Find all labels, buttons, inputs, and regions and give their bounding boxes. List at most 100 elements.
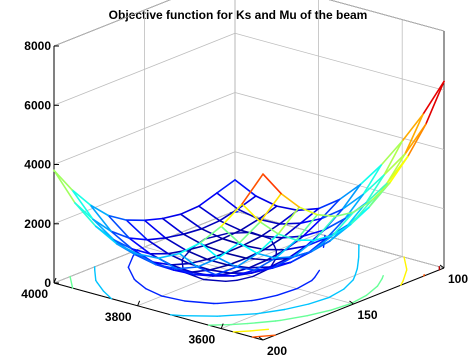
mesh-segment	[404, 113, 424, 155]
mesh-segment	[262, 173, 282, 195]
mesh-segment	[359, 164, 383, 186]
z-tick-label: 8000	[24, 39, 51, 53]
x-tick-mark	[220, 323, 224, 329]
mesh-segment	[253, 257, 277, 272]
mesh-segment	[341, 193, 365, 211]
mesh-segment	[235, 266, 256, 272]
mesh-segment	[107, 214, 130, 239]
y-tick-mark	[258, 336, 264, 341]
contour-segment	[230, 322, 249, 326]
mesh-segment	[274, 255, 295, 259]
contour-segment	[236, 275, 254, 281]
contour-segment	[402, 269, 408, 282]
mesh-segment	[131, 248, 151, 255]
mesh-segment	[323, 217, 346, 231]
z-tick-label: 6000	[24, 98, 51, 112]
mesh-segment	[221, 237, 245, 247]
mesh-segment	[313, 215, 337, 242]
mesh-segment	[310, 234, 334, 253]
mesh-segment	[235, 252, 259, 268]
mesh-segment	[161, 213, 182, 220]
mesh-segment	[164, 237, 188, 252]
mesh-segment	[110, 230, 133, 250]
y-tick-mark	[439, 264, 445, 269]
mesh-segment	[299, 217, 323, 224]
mesh-segment	[362, 174, 385, 196]
mesh-segment	[239, 218, 260, 232]
mesh-segment	[263, 237, 284, 251]
mesh-segment	[317, 198, 341, 210]
mesh-segment	[232, 269, 256, 277]
contour-segment	[161, 295, 186, 302]
mesh-segment	[401, 113, 424, 142]
contour-segment	[69, 275, 74, 289]
mesh-segment	[234, 179, 257, 197]
mesh-segment	[425, 80, 445, 125]
mesh-segment	[110, 230, 130, 239]
mesh-segment	[242, 244, 266, 251]
contour-segment	[251, 334, 276, 338]
mesh-segment	[170, 262, 190, 266]
mesh-segment	[320, 208, 344, 220]
contour-segment	[93, 269, 97, 282]
mesh-segment	[280, 192, 301, 208]
x-tick-mark	[53, 277, 57, 284]
mesh-segment	[277, 206, 301, 235]
mesh-segment	[422, 80, 445, 115]
mesh-segment	[161, 217, 185, 235]
mesh-segment	[281, 222, 302, 239]
mesh-segment	[175, 267, 196, 276]
mesh-segment	[203, 237, 224, 247]
mesh-segment	[218, 219, 242, 232]
mesh-segment	[296, 207, 320, 212]
contour-segment	[224, 279, 238, 282]
contour-segment	[296, 279, 313, 290]
mesh-segment	[220, 225, 241, 244]
mesh-segment	[237, 195, 257, 210]
mesh-segment	[220, 203, 243, 228]
contour-segment	[259, 294, 278, 300]
mesh-segment	[209, 269, 232, 275]
mesh-segment	[71, 189, 91, 206]
contour-segment	[144, 287, 163, 297]
mesh-segment	[89, 204, 112, 233]
mesh-segment	[214, 266, 238, 276]
mesh-segment	[74, 202, 97, 228]
mesh-segment	[71, 189, 94, 221]
y-tick-mark	[349, 300, 354, 305]
mesh-segment	[362, 164, 383, 196]
mesh-segment	[292, 250, 313, 258]
mesh-segment	[274, 239, 298, 259]
mesh-segment	[259, 192, 282, 223]
contour-segment	[135, 280, 147, 290]
mesh-segment	[241, 203, 262, 223]
mesh-segment	[203, 244, 227, 254]
mesh-segment	[349, 199, 373, 226]
mesh-segment	[128, 237, 149, 241]
mesh-segment	[157, 257, 178, 270]
contour-segment	[311, 276, 316, 282]
mesh-segment	[216, 179, 236, 194]
mesh-segment	[238, 221, 262, 244]
contour-segment	[127, 266, 135, 280]
mesh-segment	[253, 267, 274, 272]
grid-line-z	[234, 32, 445, 91]
contour-segment	[102, 290, 113, 300]
y-tick-label: 150	[358, 308, 378, 322]
mesh-segment	[179, 213, 203, 230]
mesh-segment	[209, 264, 229, 271]
mesh-segment	[217, 242, 241, 259]
contour-segment	[400, 280, 404, 286]
mesh-segment	[199, 242, 220, 259]
mesh-segment	[271, 255, 295, 269]
contour-segment	[350, 294, 368, 305]
mesh-segment	[89, 204, 110, 217]
mesh-segment	[95, 225, 118, 245]
mesh-segment	[198, 192, 218, 207]
mesh-segment	[284, 245, 307, 251]
contour-segment	[376, 277, 383, 287]
contour-segment	[169, 314, 185, 317]
mesh-segment	[299, 207, 320, 224]
grid-line-y	[144, 246, 354, 305]
